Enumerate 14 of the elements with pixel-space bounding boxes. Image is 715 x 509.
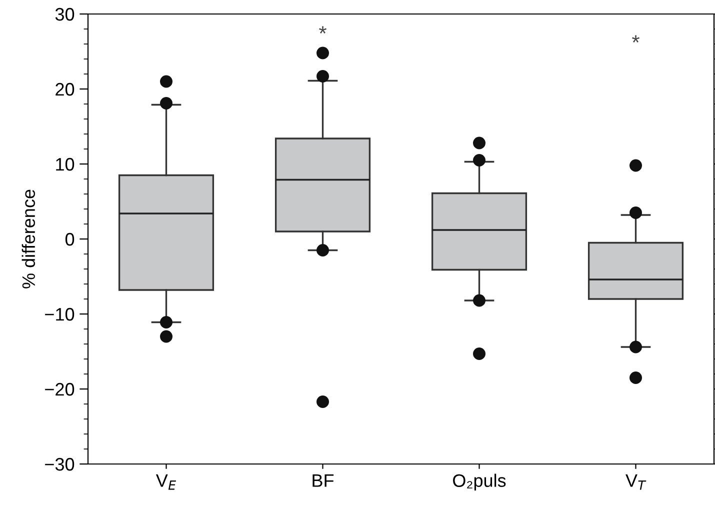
y-tick-label: −10 — [45, 308, 74, 321]
x-tick-label: BF — [312, 474, 334, 487]
y-tick-label: −20 — [45, 382, 74, 396]
y-tick-label: −30 — [45, 458, 74, 471]
y-tick-label: 30 — [55, 8, 74, 21]
annotation: * — [632, 35, 640, 43]
x-tick-label: V$_{E}$ — [156, 474, 176, 490]
x-tick-label: O₂puls — [453, 474, 506, 491]
x-tick-label: V$_{T}$ — [626, 474, 646, 490]
annotation: * — [319, 26, 326, 34]
y-tick-label: 0 — [65, 232, 74, 246]
y-tick-label: 20 — [56, 82, 74, 96]
y-axis-title: % difference — [22, 190, 36, 288]
y-tick-label: 10 — [56, 158, 74, 171]
